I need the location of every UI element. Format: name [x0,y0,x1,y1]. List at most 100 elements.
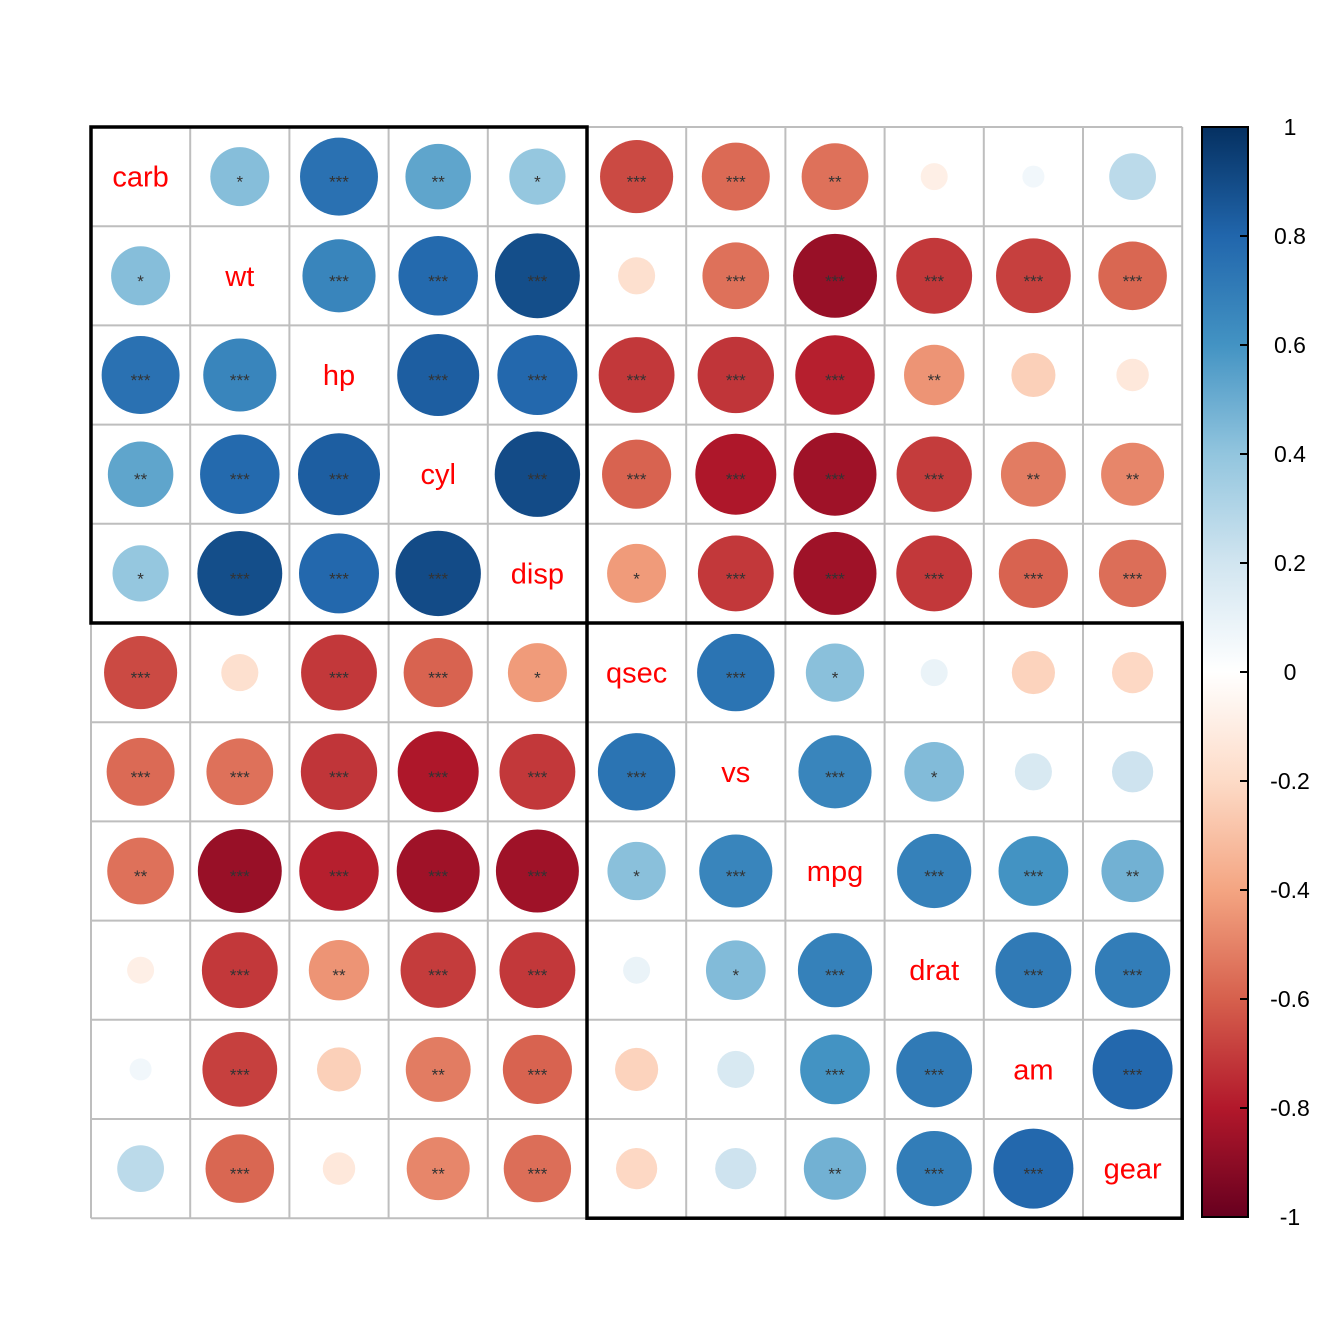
variable-label-gear: gear [1104,1154,1162,1186]
corr-circle-drat-carb [127,956,155,984]
corr-circle-am-drat [896,1031,973,1108]
significance-marker: *** [230,371,250,390]
significance-marker: *** [1123,1065,1143,1084]
corr-circle-qsec-carb [104,636,178,710]
corr-circle-wt-disp [494,233,580,319]
significance-marker: *** [825,470,845,489]
significance-marker: *** [1123,966,1143,985]
significance-marker: *** [527,272,547,291]
corr-circle-disp-vs [697,535,774,612]
significance-marker: *** [230,867,250,886]
corr-circle-vs-drat [904,741,965,802]
corr-circle-qsec-drat [920,659,948,687]
corr-circle-cyl-disp [494,431,581,517]
corr-circle-am-cyl [405,1036,471,1102]
significance-marker: *** [1023,272,1043,291]
corr-circle-carb-gear [1109,153,1156,200]
significance-marker: *** [825,569,845,588]
corr-circle-hp-carb [101,336,180,414]
significance-marker: *** [230,768,250,787]
significance-marker: *** [924,1165,944,1184]
significance-marker: *** [1123,569,1143,588]
significance-marker: *** [230,1165,250,1184]
significance-marker: *** [527,470,547,489]
corr-circle-vs-disp [499,733,576,810]
significance-marker: * [732,966,739,985]
corr-circle-wt-carb [111,246,171,306]
corr-circle-drat-am [995,932,1072,1009]
significance-marker: *** [329,569,349,588]
significance-marker: ** [928,371,942,390]
corr-circle-disp-hp [299,533,379,614]
corr-circle-vs-cyl [397,731,479,813]
corr-circle-qsec-am [1011,651,1055,695]
corr-circle-qsec-gear [1111,651,1154,694]
significance-marker: * [633,569,640,588]
corr-circle-vs-wt [206,738,274,806]
corr-circle-vs-qsec [597,733,676,811]
corr-circle-qsec-wt [221,654,259,692]
significance-marker: *** [726,272,746,291]
significance-marker: *** [627,371,647,390]
significance-marker: *** [924,272,944,291]
significance-marker: * [534,669,541,688]
corr-circle-drat-hp [308,940,370,1001]
corr-circle-hp-vs [697,336,774,414]
corr-circle-wt-am [996,238,1071,314]
significance-marker: *** [428,669,448,688]
corr-circle-drat-vs [705,940,766,1001]
significance-marker: *** [726,371,746,390]
significance-marker: *** [627,173,647,192]
significance-marker: *** [230,470,250,489]
significance-marker: *** [1023,867,1043,886]
corr-circle-cyl-vs [695,433,777,515]
corr-circle-disp-drat [896,535,973,612]
significance-marker: *** [825,371,845,390]
corr-circle-gear-drat [896,1130,972,1207]
corr-circle-cyl-mpg [793,432,877,516]
corr-circle-carb-am [1022,165,1045,188]
significance-marker: *** [428,966,448,985]
corr-circle-vs-am [1014,753,1052,791]
significance-marker: *** [131,768,151,787]
corr-circle-am-vs [717,1050,755,1088]
colorbar-tick-label: 0.2 [1274,550,1306,576]
significance-marker: ** [134,867,148,886]
colorbar-tick-label: 0.8 [1274,223,1306,249]
corr-circle-am-carb [129,1058,152,1081]
significance-marker: *** [527,768,547,787]
corr-circle-hp-drat [904,344,965,406]
significance-marker: ** [828,1165,842,1184]
corr-circle-vs-carb [106,737,175,806]
corr-circle-wt-drat [896,237,973,314]
colorbar-tick-label: 0 [1284,659,1297,685]
significance-marker: *** [627,768,647,787]
significance-marker: *** [1023,1165,1043,1184]
significance-marker: *** [230,1065,250,1084]
colorbar-tick-label: 0.4 [1274,441,1306,467]
significance-marker: *** [924,470,944,489]
variable-label-hp: hp [323,360,355,392]
significance-marker: ** [828,173,842,192]
corr-circle-wt-mpg [793,233,877,318]
significance-marker: *** [924,1065,944,1084]
colorbar-tick-label: 1 [1284,114,1297,140]
corr-circle-drat-wt [201,932,278,1009]
colorbar-tick-label: 0.6 [1274,332,1306,358]
corr-circle-wt-vs [702,242,770,310]
corr-circle-vs-hp [300,733,378,810]
corr-circle-carb-hp [300,137,378,216]
corr-circle-qsec-vs [697,633,775,712]
significance-marker: ** [332,966,346,985]
corr-circle-mpg-drat [897,833,972,909]
significance-marker: * [633,867,640,886]
significance-marker: ** [1126,867,1140,886]
corr-circle-qsec-cyl [403,638,473,708]
significance-marker: ** [134,470,148,489]
significance-marker: *** [329,669,349,688]
corr-circle-drat-qsec [623,956,651,984]
corr-circle-drat-cyl [400,932,476,1008]
corr-circle-gear-mpg [803,1137,867,1200]
significance-marker: * [137,569,144,588]
corr-circle-disp-gear [1098,539,1167,608]
